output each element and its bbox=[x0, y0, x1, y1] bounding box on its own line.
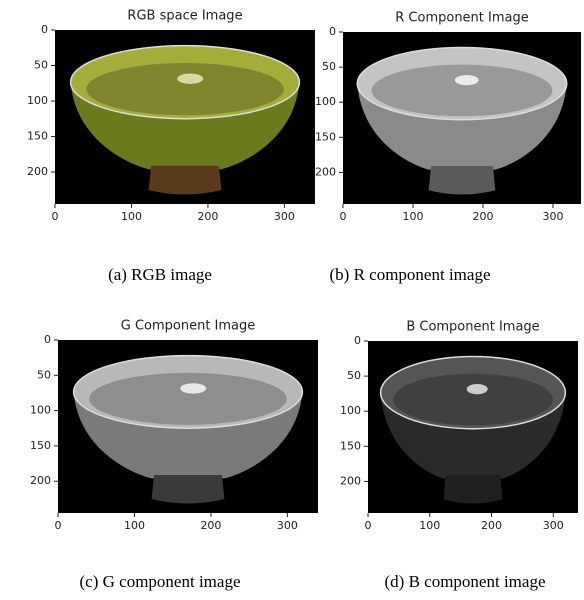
subplot-title: G Component Image bbox=[121, 319, 256, 334]
bowl-inner bbox=[372, 65, 553, 117]
subplot: B Component Image 0 100 200 300 0 50 100 150 200 bbox=[340, 320, 578, 533]
caption: (d) B component image bbox=[385, 572, 546, 591]
y-tick-label: 50 bbox=[347, 369, 361, 382]
y-tick-label: 50 bbox=[34, 59, 48, 72]
y-tick-label: 200 bbox=[340, 474, 361, 487]
highlight bbox=[455, 75, 479, 85]
y-tick-label: 50 bbox=[322, 60, 336, 73]
highlight bbox=[177, 74, 203, 84]
x-tick-label: 100 bbox=[419, 519, 440, 532]
y-tick-label: 0 bbox=[44, 333, 51, 346]
subplot: R Component Image 0 100 200 300 0 50 100 150 200 bbox=[315, 11, 581, 224]
y-tick-label: 200 bbox=[27, 165, 48, 178]
y-tick-label: 150 bbox=[340, 439, 361, 452]
caption: (c) G component image bbox=[80, 572, 241, 591]
x-tick-label: 300 bbox=[274, 210, 295, 223]
highlight bbox=[467, 384, 488, 394]
y-tick-label: 0 bbox=[329, 25, 336, 38]
y-tick-label: 200 bbox=[315, 165, 336, 178]
x-tick-label: 0 bbox=[340, 210, 347, 223]
caption: (a) RGB image bbox=[108, 265, 212, 284]
bowl-foot bbox=[429, 166, 496, 194]
figure: RGB space Image 0 100 200 300 0 50 100 150 200 (a)… bbox=[0, 0, 584, 600]
y-tick-label: 150 bbox=[27, 130, 48, 143]
bowl-inner bbox=[86, 63, 284, 115]
bowl-foot bbox=[444, 475, 503, 503]
x-tick-label: 100 bbox=[403, 210, 424, 223]
y-tick-label: 100 bbox=[27, 94, 48, 107]
bowl-foot bbox=[149, 166, 222, 195]
subplot-title: RGB space Image bbox=[127, 9, 242, 24]
y-tick-label: 0 bbox=[354, 334, 361, 347]
y-tick-label: 0 bbox=[41, 23, 48, 36]
x-tick-label: 0 bbox=[55, 519, 62, 532]
y-tick-label: 150 bbox=[30, 439, 51, 452]
x-tick-label: 200 bbox=[200, 519, 221, 532]
subplot-title: B Component Image bbox=[406, 320, 539, 335]
subplot: G Component Image 0 100 200 300 0 50 100 150 200 bbox=[30, 319, 318, 533]
x-tick-label: 200 bbox=[473, 210, 494, 223]
x-tick-label: 300 bbox=[543, 519, 564, 532]
subplot-title: R Component Image bbox=[395, 11, 529, 26]
x-tick-label: 0 bbox=[365, 519, 372, 532]
x-tick-label: 200 bbox=[481, 519, 502, 532]
x-tick-label: 0 bbox=[52, 210, 59, 223]
x-tick-label: 100 bbox=[124, 519, 145, 532]
y-tick-label: 50 bbox=[37, 368, 51, 381]
caption: (b) R component image bbox=[330, 265, 491, 284]
y-tick-label: 200 bbox=[30, 474, 51, 487]
subplot: RGB space Image 0 100 200 300 0 50 100 150 200 bbox=[27, 9, 315, 224]
x-tick-label: 200 bbox=[197, 210, 218, 223]
y-tick-label: 100 bbox=[340, 404, 361, 417]
highlight bbox=[180, 383, 206, 393]
x-tick-label: 300 bbox=[543, 210, 564, 223]
y-tick-label: 150 bbox=[315, 130, 336, 143]
bowl-foot bbox=[152, 475, 225, 504]
bowl-inner bbox=[89, 373, 287, 425]
x-tick-label: 300 bbox=[277, 519, 298, 532]
y-tick-label: 100 bbox=[30, 404, 51, 417]
bowl-inner bbox=[393, 374, 553, 426]
y-tick-label: 100 bbox=[315, 95, 336, 108]
x-tick-label: 100 bbox=[121, 210, 142, 223]
